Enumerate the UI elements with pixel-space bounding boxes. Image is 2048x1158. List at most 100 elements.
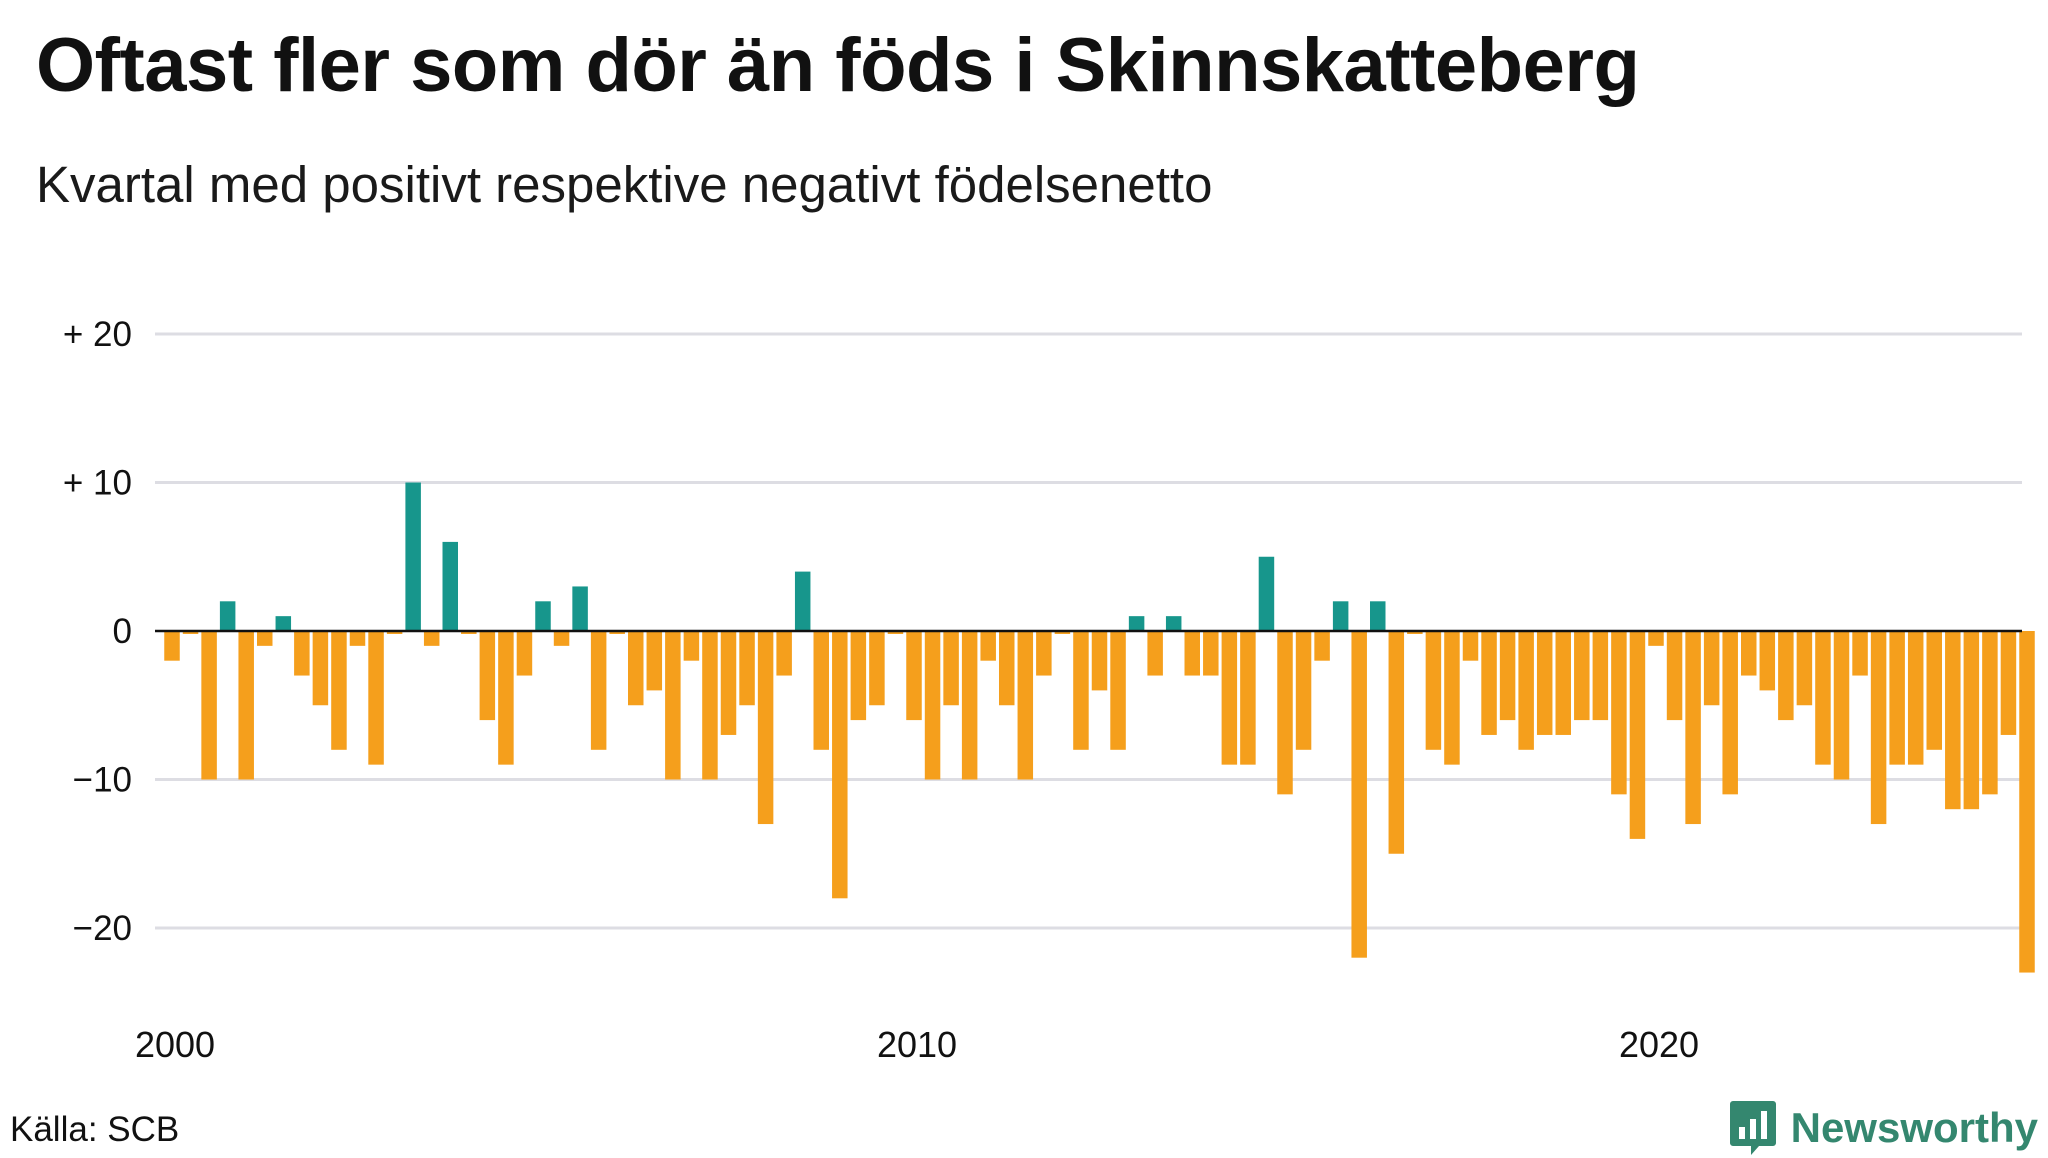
x-tick-label: 2000: [135, 1024, 215, 1065]
bar: [739, 631, 755, 706]
y-tick-label: + 20: [63, 315, 132, 354]
bar: [1462, 631, 1479, 661]
bar: [1147, 631, 1163, 676]
bar: [1091, 631, 1108, 691]
bar: [1926, 631, 1942, 750]
bar: [1574, 631, 1590, 721]
bar: [906, 631, 922, 721]
bar: [683, 631, 700, 661]
bar: [776, 631, 792, 676]
bar: [572, 586, 588, 631]
source-note: Källa: SCB: [10, 1110, 180, 1149]
bar: [1203, 631, 1219, 676]
bar: [999, 631, 1015, 706]
bar: [1722, 631, 1738, 795]
bar: [331, 631, 347, 750]
bar: [386, 631, 403, 634]
y-tick-label: −20: [73, 909, 132, 948]
bar: [461, 631, 477, 634]
bar: [832, 631, 848, 899]
bar: [498, 631, 514, 765]
bar: [1852, 631, 1868, 676]
y-tick-label: + 10: [63, 464, 132, 503]
x-tick-label: 2010: [877, 1024, 957, 1065]
bar: [1741, 631, 1757, 676]
bar: [1592, 631, 1609, 721]
bar: [275, 616, 292, 631]
bar: [182, 631, 199, 634]
bar: [2019, 631, 2035, 973]
bar: [1666, 631, 1683, 721]
bar: [1648, 631, 1664, 646]
bar: [646, 631, 663, 691]
bar: [665, 631, 681, 780]
bar: [553, 631, 570, 646]
bar: [516, 631, 533, 676]
bar: [1982, 631, 1998, 795]
bar: [1907, 631, 1924, 765]
bar: [368, 631, 384, 765]
bar: [1499, 631, 1516, 721]
bar: [1128, 616, 1145, 631]
newsworthy-logo-icon: [1729, 1101, 1776, 1155]
bar: [1295, 631, 1312, 750]
bar: [1388, 631, 1405, 854]
bar: [1815, 631, 1831, 765]
bar: [1036, 631, 1052, 676]
y-tick-label: −10: [73, 761, 132, 800]
bar: [924, 631, 941, 780]
bar: [1444, 631, 1460, 765]
bar: [1351, 631, 1367, 958]
bar: [1240, 631, 1256, 765]
bar: [628, 631, 644, 706]
bar: [423, 631, 440, 646]
bar: [1703, 631, 1720, 706]
x-axis-labels: 2000 2010 2020: [135, 1024, 1699, 1065]
gridlines: [155, 332, 2022, 930]
bar: [1407, 631, 1423, 634]
bar: [609, 631, 625, 634]
bar: [442, 541, 458, 631]
bar: [590, 631, 607, 750]
bar: [1536, 631, 1553, 735]
bar: [1054, 631, 1071, 634]
bar: [1611, 631, 1627, 795]
bar: [1221, 631, 1238, 765]
bar: [702, 631, 718, 780]
bar: [479, 631, 496, 721]
bar: [2000, 631, 2017, 735]
bar: [757, 631, 774, 825]
bar: [219, 601, 236, 631]
bar: [294, 631, 310, 676]
bar: [1332, 601, 1349, 631]
x-tick-label: 2020: [1619, 1024, 1699, 1065]
bar: [1685, 631, 1701, 825]
bar: [201, 631, 217, 780]
bar: [405, 482, 421, 631]
bar: [1184, 631, 1200, 676]
bar: [1314, 631, 1330, 661]
bar: [349, 631, 366, 646]
bar: [943, 631, 959, 706]
bar: [1258, 556, 1275, 631]
y-tick-label: 0: [113, 612, 132, 651]
chart-subtitle: Kvartal med positivt respektive negativt…: [36, 156, 1213, 213]
chart-title: Oftast fler som dör än föds i Skinnskatt…: [36, 23, 1640, 108]
newsworthy-logo: Newsworthy: [1729, 1098, 2038, 1158]
bar: [164, 631, 180, 661]
brand-name: Newsworthy: [1790, 1104, 2038, 1151]
bar: [1778, 631, 1794, 721]
bar: [1370, 601, 1386, 631]
bar: [535, 601, 551, 631]
bar: [720, 631, 737, 735]
bar: [238, 631, 254, 780]
bars: [164, 482, 2035, 973]
bar: [1481, 631, 1497, 735]
bar: [961, 631, 978, 780]
bar: [794, 571, 811, 631]
bar: [1277, 631, 1293, 795]
bar: [1110, 631, 1126, 750]
bar: [257, 631, 273, 646]
y-axis-labels: + 20 + 10 0 −10 −20: [63, 315, 132, 948]
